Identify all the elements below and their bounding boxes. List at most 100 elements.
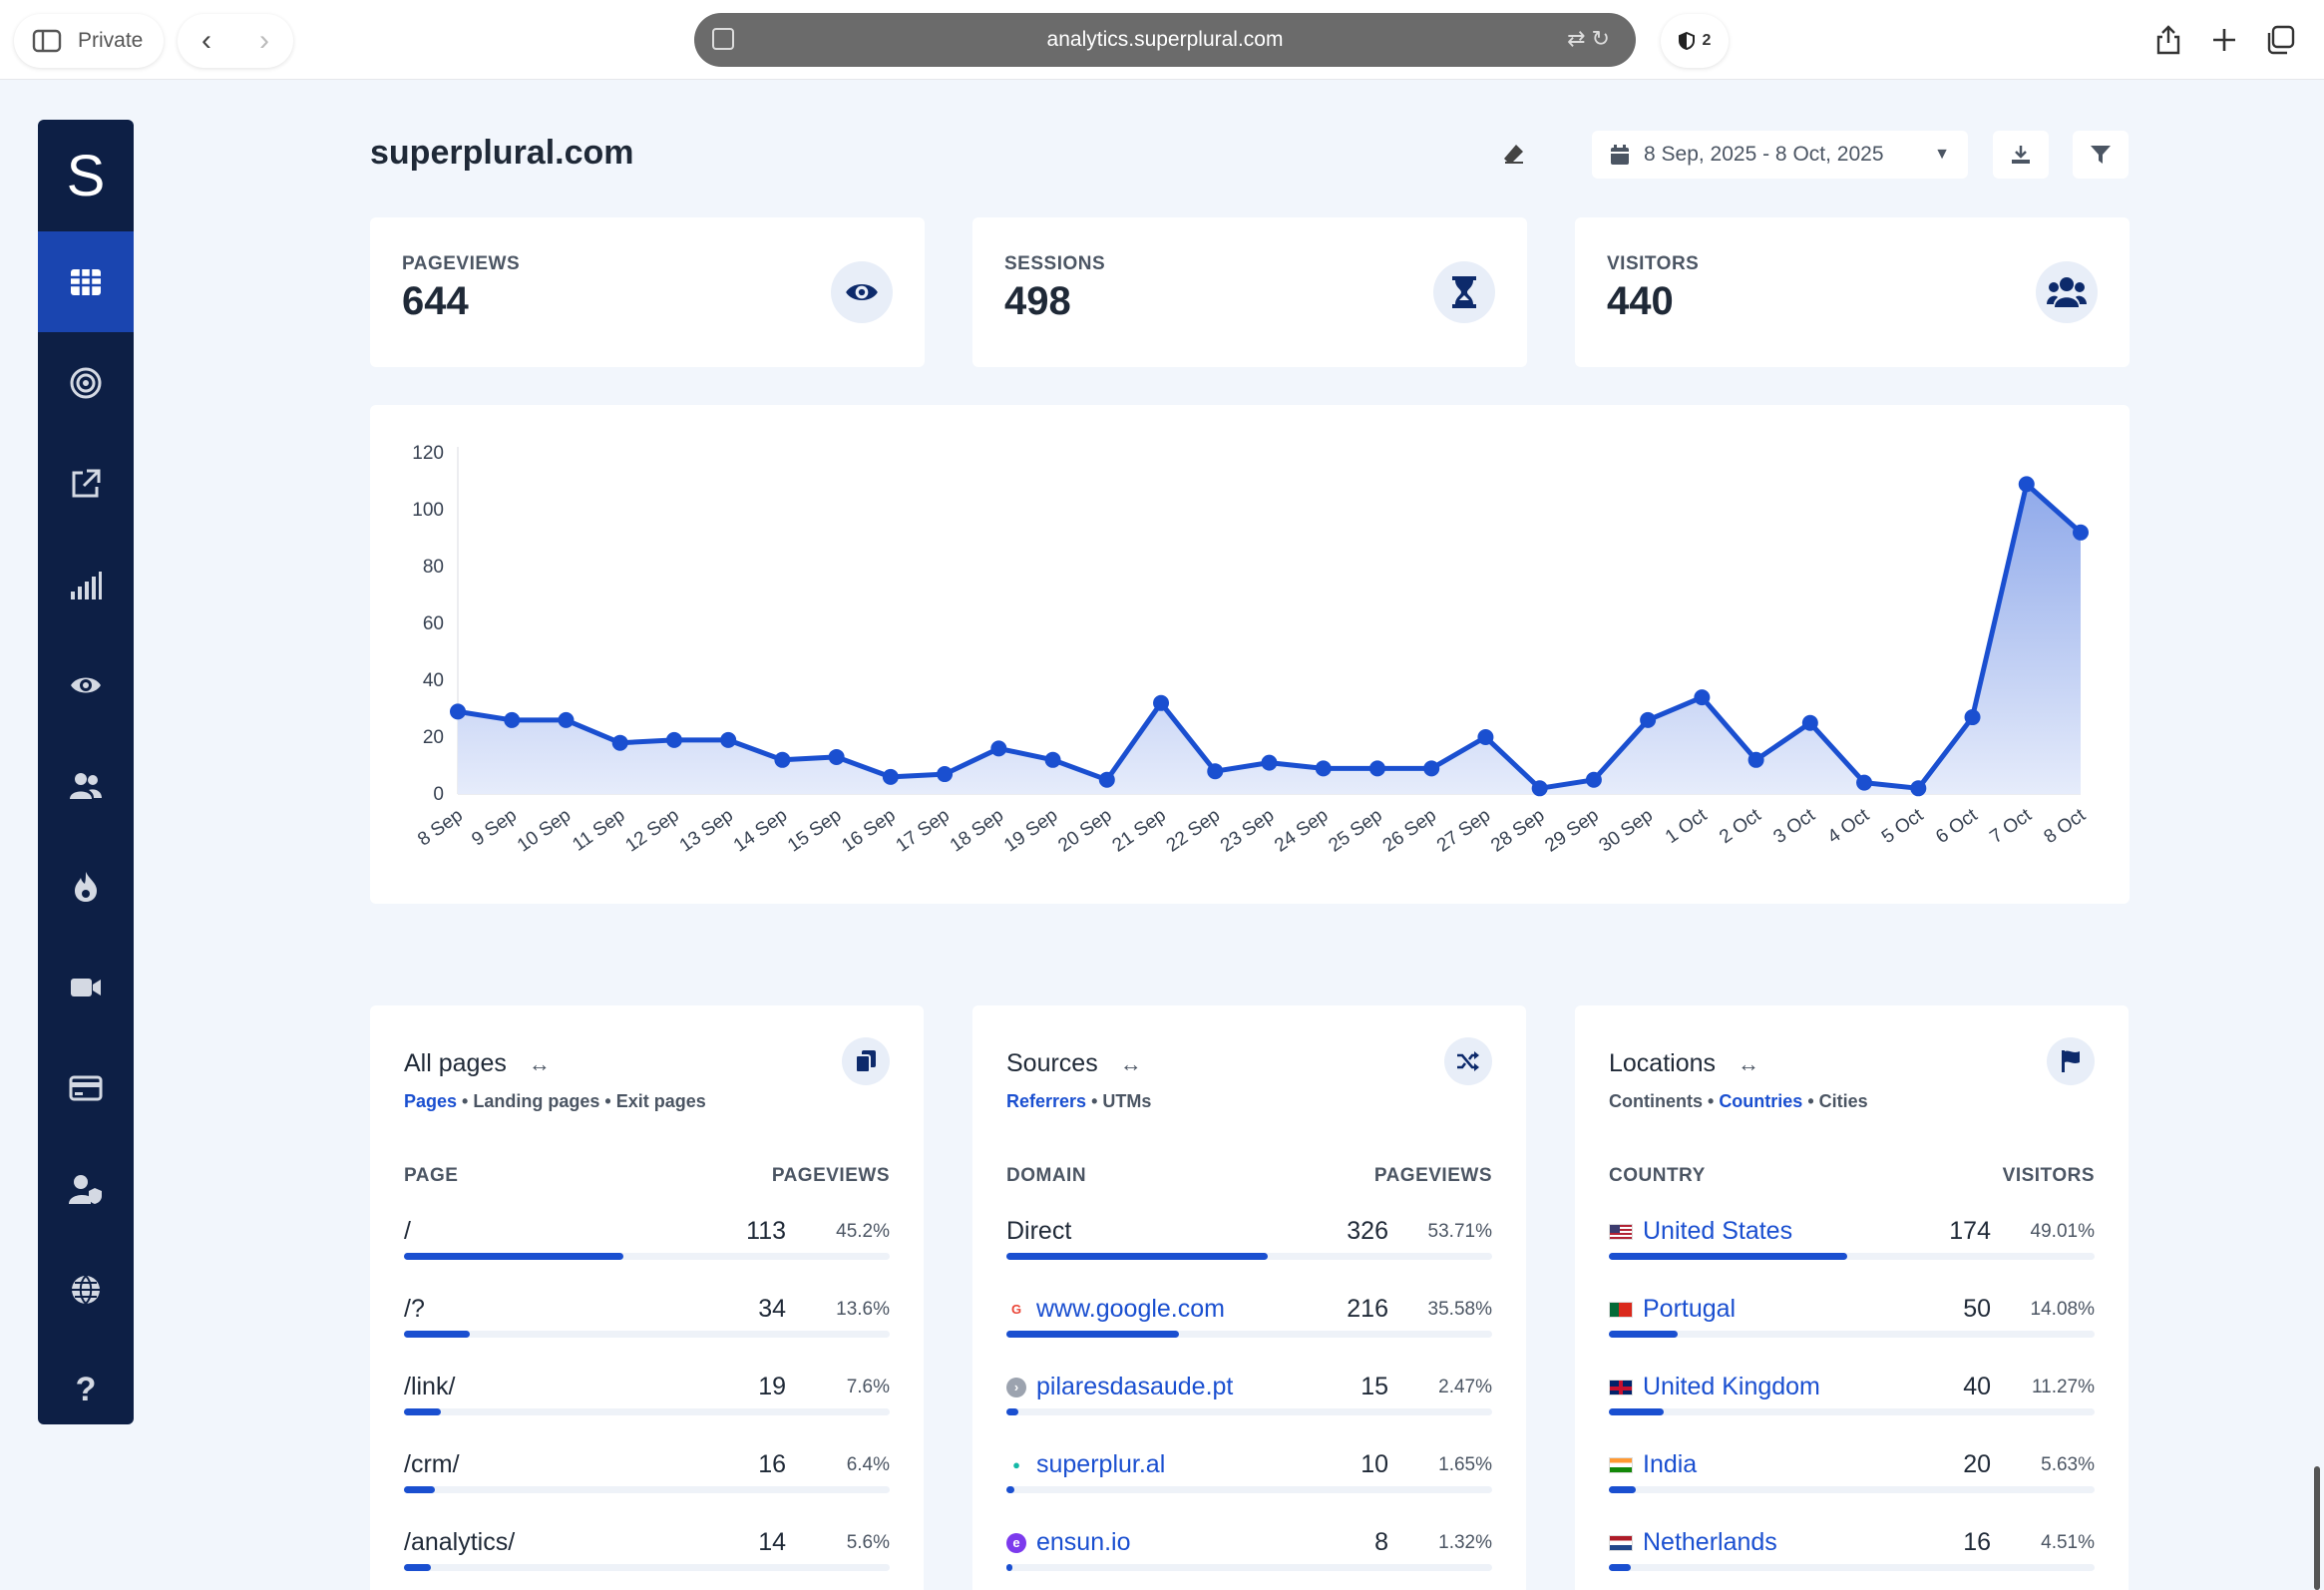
filter-icon	[2091, 146, 2111, 164]
privacy-shield-button[interactable]: 2	[1661, 14, 1729, 68]
table-row[interactable]: › pilaresdasaude.pt 15 2.47%	[1006, 1369, 1492, 1428]
row-percent: 4.51%	[2041, 1532, 2095, 1553]
row-name[interactable]: India	[1609, 1450, 1697, 1479]
users-icon	[2036, 261, 2098, 323]
table-row[interactable]: /crm/16 6.4%	[404, 1446, 890, 1506]
x-tick-label: 15 Sep	[784, 805, 845, 857]
expand-arrows-icon[interactable]: ↔	[1738, 1050, 1760, 1076]
row-percent: 45.2%	[836, 1221, 890, 1242]
data-point	[450, 703, 466, 720]
share-bar-track	[404, 1564, 890, 1571]
row-name[interactable]: United Kingdom	[1609, 1373, 1820, 1401]
translate-reload-icon[interactable]: ⇄↻	[1567, 26, 1616, 51]
table-row[interactable]: Portugal 50 14.08%	[1609, 1291, 2095, 1351]
sidebar-item-recordings[interactable]	[38, 937, 134, 1037]
table-row[interactable]: Netherlands 16 4.51%	[1609, 1524, 2095, 1584]
column-header: PAGE	[404, 1165, 459, 1186]
share-bar-fill	[404, 1331, 471, 1338]
row-name[interactable]: Portugal	[1609, 1295, 1736, 1324]
row-name[interactable]: Netherlands	[1609, 1528, 1777, 1557]
row-value: 174	[1949, 1217, 1991, 1245]
visitors-card[interactable]: VISITORS 440	[1575, 217, 2130, 367]
data-point	[1801, 714, 1818, 731]
row-value: 50	[1963, 1295, 1991, 1323]
panel-tab[interactable]: Cities	[1818, 1091, 1868, 1111]
sessions-card[interactable]: SESSIONS 498	[972, 217, 1527, 367]
sidebar-item-users[interactable]	[38, 1138, 134, 1239]
table-row[interactable]: United States 174 49.01%	[1609, 1213, 2095, 1273]
row-name[interactable]: e ensun.io	[1006, 1528, 1131, 1557]
address-bar[interactable]: analytics.superplural.com ⇄↻	[694, 13, 1636, 67]
row-value: 10	[1360, 1450, 1388, 1478]
date-range-picker[interactable]: 8 Sep, 2025 - 8 Oct, 2025 ▼	[1592, 131, 1968, 179]
share-bar-fill	[404, 1486, 436, 1493]
sidebar-item-goals[interactable]	[38, 332, 134, 433]
app-logo[interactable]: S	[66, 143, 106, 208]
expand-arrows-icon[interactable]: ↔	[528, 1050, 551, 1076]
data-point	[558, 711, 575, 728]
pageviews-card[interactable]: PAGEVIEWS 644	[370, 217, 925, 367]
row-label: Netherlands	[1643, 1528, 1777, 1556]
panel-title[interactable]: Locations ↔	[1609, 1049, 1759, 1078]
share-bar-fill	[1609, 1331, 1678, 1338]
table-row[interactable]: /analytics/14 5.6%	[404, 1524, 890, 1584]
share-bar-fill	[404, 1253, 624, 1260]
sidebar-item-sites[interactable]	[38, 1239, 134, 1340]
x-tick-label: 12 Sep	[621, 805, 682, 857]
sidebar-item-heatmaps[interactable]	[38, 836, 134, 937]
sidebar-item-billing[interactable]	[38, 1037, 134, 1138]
data-point	[1477, 729, 1494, 745]
sidebar-item-visitors[interactable]	[38, 735, 134, 836]
page-scrollbar[interactable]	[2314, 1466, 2320, 1590]
row-name[interactable]: › pilaresdasaude.pt	[1006, 1373, 1233, 1401]
sidebar-item-help[interactable]: ?	[38, 1340, 134, 1424]
table-row[interactable]: e ensun.io 8 1.32%	[1006, 1524, 1492, 1584]
data-point	[1856, 774, 1873, 791]
shuffle-icon[interactable]	[1444, 1037, 1492, 1085]
x-tick-label: 5 Oct	[1878, 804, 1928, 848]
forward-icon[interactable]: ›	[259, 24, 269, 57]
page-menu-icon[interactable]	[712, 28, 734, 50]
sidebar-item-dashboard[interactable]	[38, 231, 134, 332]
table-row[interactable]: /link/19 7.6%	[404, 1369, 890, 1428]
download-button[interactable]	[1993, 131, 2049, 179]
table-row[interactable]: ● superplur.al 10 1.65%	[1006, 1446, 1492, 1506]
share-icon[interactable]	[2148, 18, 2188, 62]
panel-tab[interactable]: Countries	[1719, 1091, 1803, 1111]
new-tab-icon[interactable]	[2204, 18, 2244, 62]
table-row[interactable]: United Kingdom 40 11.27%	[1609, 1369, 2095, 1428]
sidebar-item-sessions[interactable]	[38, 634, 134, 735]
table-row[interactable]: India 20 5.63%	[1609, 1446, 2095, 1506]
panel-tab[interactable]: Pages	[404, 1091, 458, 1111]
filter-button[interactable]	[2073, 131, 2129, 179]
table-row[interactable]: / 113 45.2%	[404, 1213, 890, 1273]
panel-tab[interactable]: Exit pages	[615, 1091, 706, 1111]
users-icon	[70, 772, 102, 799]
shield-icon	[1678, 32, 1695, 50]
panel-tab[interactable]: Landing pages	[473, 1091, 600, 1111]
panel-tab[interactable]: Continents	[1609, 1091, 1703, 1111]
tabs-overview-icon[interactable]	[2260, 18, 2300, 62]
table-row[interactable]: /? 34 13.6%	[404, 1291, 890, 1351]
x-tick-label: 19 Sep	[1000, 805, 1061, 857]
row-name[interactable]: ● superplur.al	[1006, 1450, 1165, 1479]
sidebar-item-links[interactable]	[38, 433, 134, 534]
panel-title[interactable]: Sources ↔	[1006, 1049, 1142, 1078]
row-percent: 1.65%	[1438, 1454, 1492, 1475]
expand-arrows-icon[interactable]: ↔	[1119, 1050, 1142, 1076]
flag-icon[interactable]	[2047, 1037, 2095, 1085]
back-icon[interactable]: ‹	[201, 24, 211, 57]
row-name[interactable]: United States	[1609, 1217, 1792, 1246]
nav-buttons: ‹ ›	[178, 14, 293, 68]
panel-title[interactable]: All pages ↔	[404, 1049, 551, 1078]
share-bar-track	[1006, 1331, 1492, 1338]
copy-icon[interactable]	[842, 1037, 890, 1085]
panel-tab[interactable]: UTMs	[1102, 1091, 1152, 1111]
private-tab-button[interactable]: Private	[14, 14, 164, 68]
table-row[interactable]: Direct 326 53.71%	[1006, 1213, 1492, 1273]
eraser-icon[interactable]	[1502, 142, 1526, 166]
sidebar-item-signals[interactable]	[38, 534, 134, 634]
panel-tab[interactable]: Referrers	[1006, 1091, 1087, 1111]
